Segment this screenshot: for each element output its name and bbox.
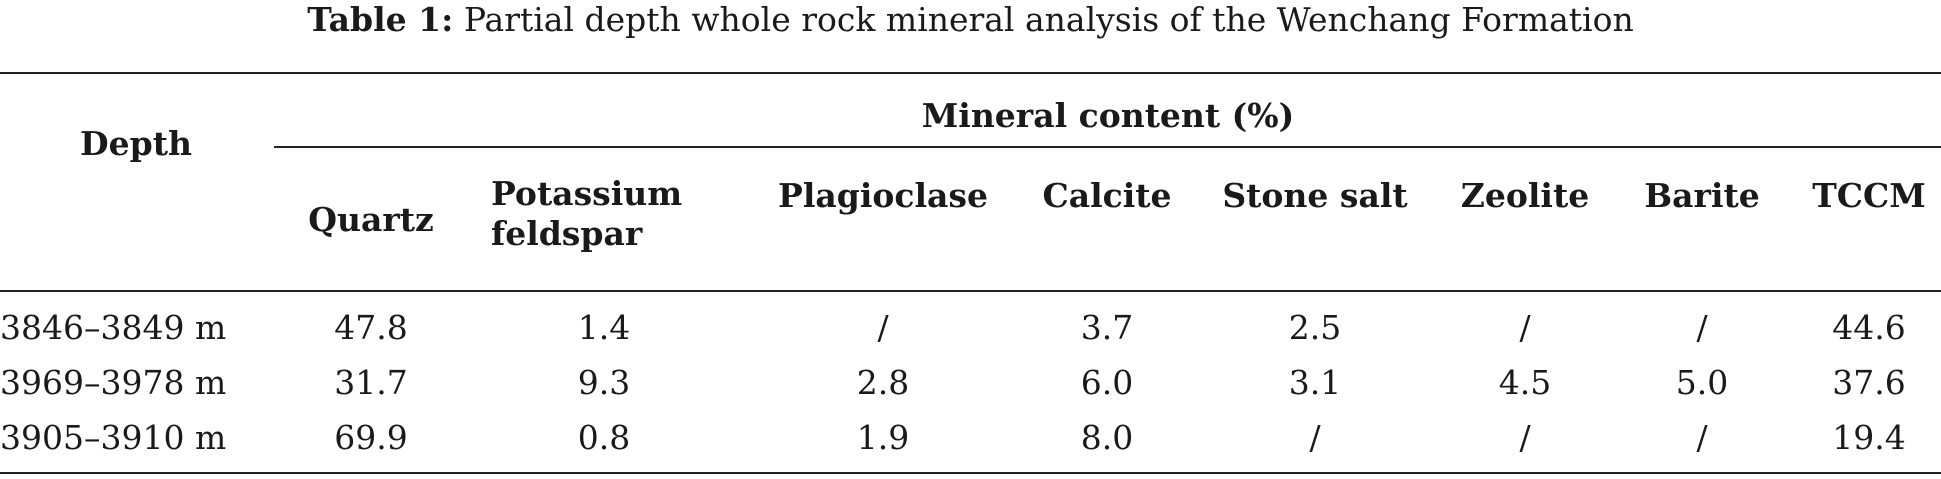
cell-plagioclase: 1.9 (856, 418, 910, 457)
table-bottom-rule (0, 472, 1941, 474)
cell-calcite: 3.7 (1080, 308, 1134, 347)
column-header-potassium-feldspar: Potassium feldspar (491, 174, 682, 254)
cell-barite: / (1696, 308, 1708, 347)
cell-potassium-feldspar: 9.3 (577, 363, 631, 402)
group-header-rule (274, 146, 1941, 148)
cell-quartz: 31.7 (334, 363, 408, 402)
row-depth: 3969–3978 m (0, 363, 227, 402)
column-header-barite: Barite (1644, 176, 1760, 215)
header-bottom-rule (0, 290, 1941, 292)
cell-tccm: 37.6 (1832, 363, 1906, 402)
column-header-zeolite: Zeolite (1460, 176, 1590, 215)
cell-potassium-feldspar: 1.4 (577, 308, 631, 347)
column-header-plagioclase: Plagioclase (778, 176, 988, 215)
cell-stone-salt: 2.5 (1288, 308, 1342, 347)
cell-plagioclase: / (877, 308, 889, 347)
table-caption: Table 1: Partial depth whole rock minera… (0, 0, 1941, 58)
cell-zeolite: / (1519, 418, 1531, 457)
column-header-quartz: Quartz (308, 200, 434, 239)
row-depth: 3905–3910 m (0, 418, 227, 457)
column-header-potassium-line2: feldspar (491, 214, 643, 253)
cell-quartz: 47.8 (334, 308, 408, 347)
cell-calcite: 6.0 (1080, 363, 1134, 402)
cell-stone-salt: 3.1 (1288, 363, 1342, 402)
table-top-rule (0, 72, 1941, 74)
cell-potassium-feldspar: 0.8 (577, 418, 631, 457)
cell-stone-salt: / (1309, 418, 1321, 457)
cell-calcite: 8.0 (1080, 418, 1134, 457)
caption-label: Table 1: (307, 0, 454, 39)
cell-tccm: 44.6 (1832, 308, 1906, 347)
column-header-calcite: Calcite (1042, 176, 1172, 215)
cell-quartz: 69.9 (334, 418, 408, 457)
column-header-stone-salt: Stone salt (1222, 176, 1408, 215)
mineral-content-group-header: Mineral content (%) (921, 96, 1295, 135)
cell-zeolite: / (1519, 308, 1531, 347)
row-depth: 3846–3849 m (0, 308, 227, 347)
depth-column-header: Depth (80, 124, 192, 163)
caption-text: Partial depth whole rock mineral analysi… (463, 0, 1634, 39)
cell-barite: / (1696, 418, 1708, 457)
cell-barite: 5.0 (1675, 363, 1729, 402)
cell-plagioclase: 2.8 (856, 363, 910, 402)
cell-tccm: 19.4 (1832, 418, 1906, 457)
column-header-tccm: TCCM (1812, 176, 1926, 215)
cell-zeolite: 4.5 (1498, 363, 1552, 402)
column-header-potassium-line1: Potassium (491, 174, 683, 213)
